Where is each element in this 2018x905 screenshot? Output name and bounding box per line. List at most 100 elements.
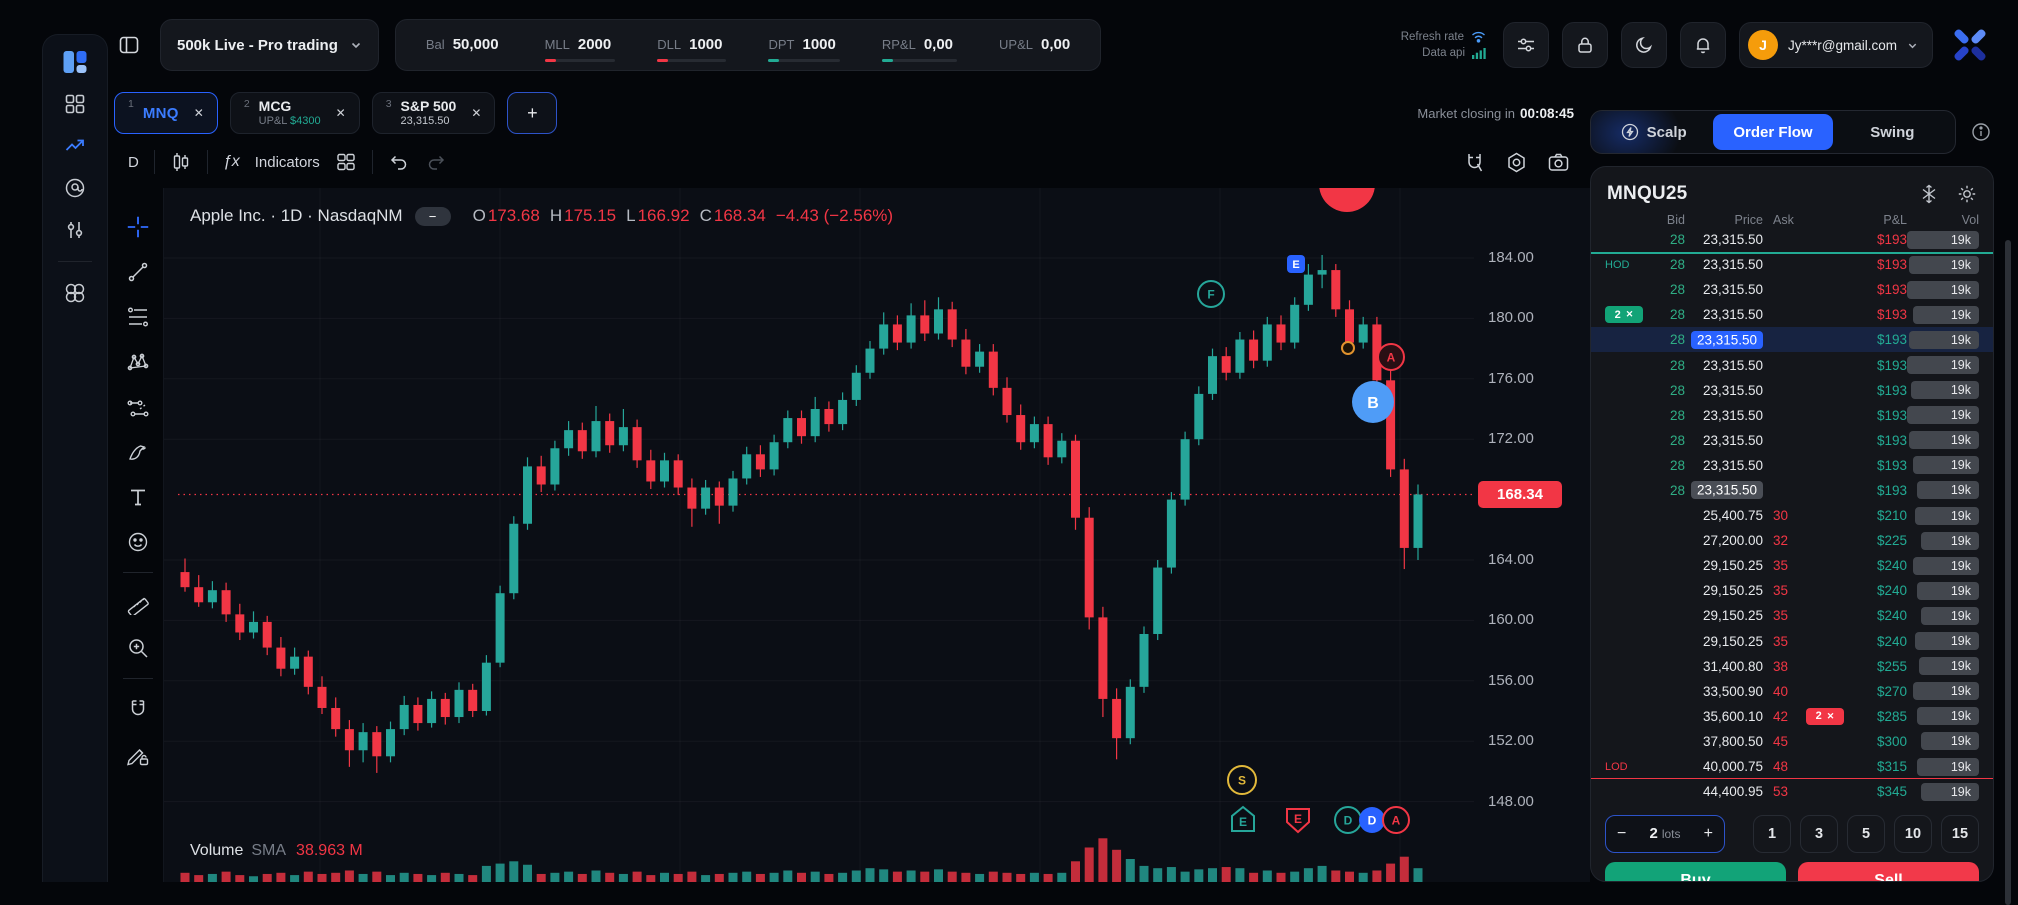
bid-ladder-row[interactable]: 28 23,315.50 $193 19k (1591, 277, 1993, 302)
notifications-bell-button[interactable] (1680, 22, 1727, 68)
fib-retracement-icon[interactable] (123, 302, 153, 332)
user-account-menu[interactable]: J Jy***r@gmail.com (1739, 22, 1933, 68)
tab-order-flow[interactable]: Order Flow (1713, 114, 1833, 150)
timeframe-button[interactable]: D (128, 153, 139, 171)
zoom-in-icon[interactable] (123, 633, 153, 663)
working-order-badge[interactable]: 2 ✕ (1806, 707, 1844, 725)
preset-qty-1[interactable]: 1 (1753, 815, 1791, 854)
magnet-mode-icon[interactable] (1463, 151, 1486, 174)
strategy-knot-icon[interactable] (60, 278, 90, 308)
crosshair-icon[interactable] (123, 212, 153, 242)
preset-qty-5[interactable]: 5 (1847, 815, 1885, 854)
ask-ladder-row[interactable]: 27,200.00 32 $225 19k (1591, 528, 1993, 553)
ask-ladder-row[interactable]: 31,400.80 38 $255 19k (1591, 654, 1993, 679)
close-icon[interactable]: ✕ (193, 106, 204, 120)
tab-swing[interactable]: Swing (1870, 123, 1915, 141)
candlestick-chart[interactable]: E F A B S E E D D A (164, 188, 1612, 882)
chart-settings-icon[interactable] (1505, 151, 1528, 174)
volume-chip: 19k (1909, 330, 1979, 349)
bid-ladder-row[interactable]: 2 ✕ 28 23,315.50 $193 19k (1591, 302, 1993, 327)
ask-ladder-row[interactable]: 29,150.25 35 $240 19k (1591, 629, 1993, 654)
preset-qty-3[interactable]: 3 (1800, 815, 1838, 854)
info-icon[interactable] (1968, 119, 1994, 145)
ask-ladder-row[interactable]: 29,150.25 35 $240 19k (1591, 553, 1993, 578)
bid-ladder-row[interactable]: 28 23,315.50 $193 19k (1591, 352, 1993, 377)
svg-text:E: E (1239, 815, 1247, 829)
symbol-title[interactable]: Apple Inc. · 1D · NasdaqNM (190, 206, 403, 225)
decrease-quantity-button[interactable]: − (1617, 825, 1627, 843)
ladder-rows[interactable]: 28 23,315.50 $193 19k HOD 28 23,315.50 $193 19k 2… (1591, 227, 1993, 804)
measure-ruler-icon[interactable] (123, 588, 153, 618)
text-tool-icon[interactable] (123, 482, 153, 512)
volume-legend: Volume SMA 38.963 M (190, 842, 363, 859)
price-axis-label: 172.00 (1488, 430, 1534, 448)
tab-sp500[interactable]: 3 S&P 500 23,315.50 ✕ (371, 92, 496, 134)
bid-ladder-row[interactable]: 28 23,315.50 $193 19k (1591, 227, 1993, 252)
bid-ladder-row[interactable]: HOD 28 23,315.50 $193 19k (1591, 252, 1993, 277)
bid-ladder-row[interactable]: 28 23,315.50 $193 19k (1591, 453, 1993, 478)
fx-icon[interactable]: ƒx (222, 153, 240, 170)
trading-trend-icon[interactable] (60, 131, 90, 161)
add-tab-button[interactable]: + (507, 92, 558, 134)
close-icon[interactable]: ✕ (471, 106, 482, 120)
support-at-icon[interactable] (60, 173, 90, 203)
app-logo-icon[interactable] (60, 47, 90, 77)
working-order-badge[interactable]: 2 ✕ (1605, 306, 1643, 324)
collapse-legend-icon[interactable]: − (414, 206, 451, 226)
trendline-icon[interactable] (123, 257, 153, 287)
tab-mcg[interactable]: 2 MCG UP&L $4300 ✕ (229, 92, 360, 134)
ask-ladder-row[interactable]: 35,600.10 42 2 ✕ $285 19k (1591, 704, 1993, 729)
bid-ladder-row[interactable]: 28 23,315.50 $193 19k (1591, 428, 1993, 453)
increase-quantity-button[interactable]: + (1703, 825, 1713, 843)
preset-qty-10[interactable]: 10 (1894, 815, 1932, 854)
brush-icon[interactable] (123, 437, 153, 467)
settings-sliders-icon[interactable] (60, 215, 90, 245)
ask-ladder-row[interactable]: 25,400.75 30 $210 19k (1591, 503, 1993, 528)
bid-ladder-row[interactable]: 28 23,315.50 $193 19k (1591, 378, 1993, 403)
redo-icon[interactable] (425, 151, 447, 173)
layout-grid-icon[interactable] (335, 151, 357, 173)
ask-ladder-row[interactable]: 29,150.25 35 $240 19k (1591, 603, 1993, 628)
tab-scalp[interactable]: Scalp (1594, 114, 1713, 150)
bid-ladder-row[interactable]: 28 23,315.50 $193 19k (1591, 403, 1993, 428)
ask-ladder-row[interactable]: 37,800.50 45 $300 19k (1591, 729, 1993, 754)
center-ladder-icon[interactable] (1919, 184, 1939, 204)
sell-button[interactable]: Sell (1798, 862, 1979, 881)
buy-button[interactable]: Buy (1605, 862, 1786, 881)
camera-snapshot-icon[interactable] (1547, 151, 1570, 174)
ask-ladder-row[interactable]: LOD 40,000.75 48 $315 19k (1591, 754, 1993, 780)
gear-icon[interactable] (1957, 184, 1977, 204)
tab-mnq[interactable]: 1 MNQ ✕ (114, 92, 218, 134)
xabcd-pattern-icon[interactable] (123, 347, 153, 377)
dashboard-grid-icon[interactable] (60, 89, 90, 119)
bid-ladder-row[interactable]: 28 23,315.50 $193 19k (1591, 478, 1993, 503)
chart-toolbar: D ƒx Indicators (112, 136, 1590, 188)
ask-ladder-row[interactable]: 44,400.95 53 $345 19k (1591, 779, 1993, 804)
ask-ladder-row[interactable]: 29,150.25 35 $240 19k (1591, 578, 1993, 603)
close-icon[interactable]: ✕ (335, 106, 346, 120)
undo-icon[interactable] (388, 151, 410, 173)
indicators-button[interactable]: Indicators (254, 153, 320, 171)
stat-dpt: DPT 1000 (768, 29, 840, 62)
stat-rpl: RP&L 0,00 (881, 29, 958, 62)
magnet-icon[interactable] (123, 694, 153, 724)
sidebar-collapse-icon[interactable] (114, 30, 144, 60)
preset-qty-15[interactable]: 15 (1941, 815, 1979, 854)
chart-plot[interactable]: E F A B S E E D D A Apple Inc. · 1D · NasdaqNM − … (164, 188, 1590, 882)
emoji-tool-icon[interactable] (123, 527, 153, 557)
rail-divider (58, 261, 92, 262)
bid-ladder-row[interactable]: 28 23,315.50 $193 19k (1591, 327, 1993, 353)
topbar: 500k Live - Pro trading Bal 50,000 MLL 200… (112, 0, 2018, 90)
volume-chip: 19k (1921, 782, 1979, 801)
lock-button[interactable] (1562, 22, 1609, 68)
preferences-sliders-button[interactable] (1503, 22, 1550, 68)
account-selector[interactable]: 500k Live - Pro trading (160, 19, 379, 71)
quantity-stepper[interactable]: − 2 lots + (1605, 815, 1725, 854)
main-area: 500k Live - Pro trading Bal 50,000 MLL 200… (112, 0, 2018, 905)
forecast-projection-icon[interactable] (123, 392, 153, 422)
theme-moon-button[interactable] (1621, 22, 1668, 68)
lock-drawings-icon[interactable] (123, 739, 153, 769)
panel-scrollbar[interactable] (2005, 240, 2011, 905)
ask-ladder-row[interactable]: 33,500.90 40 $270 19k (1591, 679, 1993, 704)
candle-style-icon[interactable] (170, 151, 192, 173)
